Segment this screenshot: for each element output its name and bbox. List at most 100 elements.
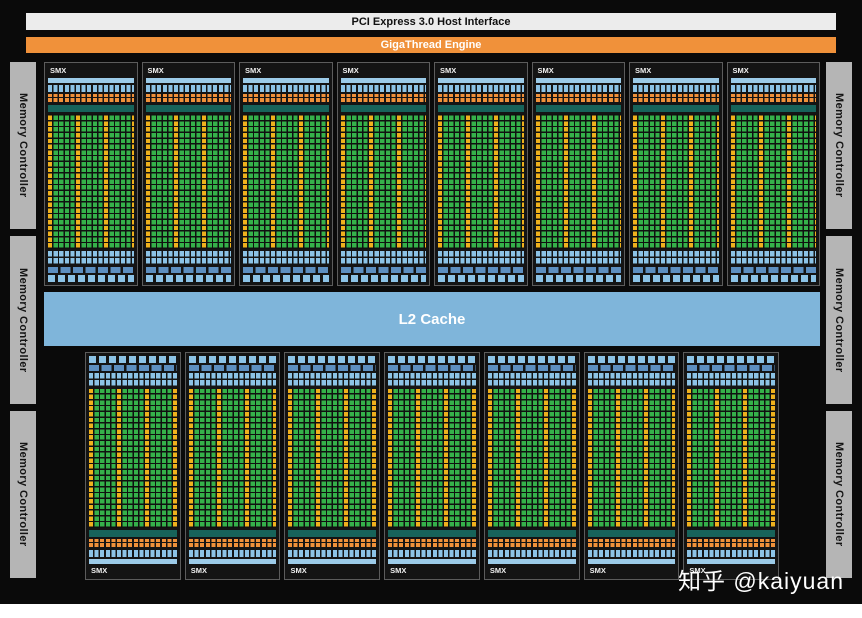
warp-scheduler-grid xyxy=(535,85,621,92)
smx-label: SMX xyxy=(589,566,606,575)
memory-controller: Memory Controller xyxy=(10,236,36,404)
warp-scheduler-grid xyxy=(89,550,177,557)
cuda-core-grid xyxy=(535,114,621,249)
cuda-core-grid xyxy=(633,114,719,249)
smx-block: SMX xyxy=(384,352,480,580)
memory-controller-label: Memory Controller xyxy=(17,93,29,198)
warp-scheduler-grid xyxy=(633,85,719,92)
register-file-bar xyxy=(89,530,177,537)
register-file-bar xyxy=(188,530,277,537)
register-file-bar xyxy=(687,530,776,537)
texture-unit-row xyxy=(89,356,177,363)
cuda-core-grid xyxy=(89,389,177,528)
shared-memory-grid xyxy=(730,251,816,265)
smx-block: SMX xyxy=(44,62,138,286)
warp-scheduler-grid xyxy=(388,550,476,557)
shared-memory-grid xyxy=(89,373,177,387)
shared-memory-grid xyxy=(48,251,134,265)
smx-block: SMX xyxy=(683,352,780,580)
texture-unit-row xyxy=(243,275,329,282)
smx-block: SMX xyxy=(141,62,235,286)
l2-cache: L2 Cache xyxy=(44,292,820,346)
smx-label: SMX xyxy=(190,566,207,575)
interconnect-bar xyxy=(89,365,177,371)
dispatch-unit-grid xyxy=(535,94,621,103)
cuda-core-grid xyxy=(487,389,576,528)
instruction-cache-bar xyxy=(487,559,576,564)
instruction-cache-bar xyxy=(388,559,476,564)
instruction-cache-bar xyxy=(687,559,776,564)
shared-memory-grid xyxy=(633,251,719,265)
memory-controller: Memory Controller xyxy=(10,62,36,230)
watermark-text: 知乎 @kaiyuan xyxy=(677,568,844,594)
smx-block: SMX xyxy=(284,352,381,580)
cuda-core-grid xyxy=(188,389,277,528)
texture-unit-row xyxy=(288,356,377,363)
memory-controller-label: Memory Controller xyxy=(833,442,845,547)
smx-block: SMX xyxy=(483,352,580,580)
texture-unit-row xyxy=(687,356,776,363)
smx-row-top: SMX SMX SMX SMX SMX SMX SMX SMX xyxy=(44,62,820,286)
smx-label: SMX xyxy=(440,66,457,75)
instruction-cache-bar xyxy=(89,559,177,564)
texture-unit-row xyxy=(587,356,676,363)
instruction-cache-bar xyxy=(438,78,524,83)
texture-unit-row xyxy=(188,356,277,363)
interconnect-bar xyxy=(487,365,576,371)
memory-controller: Memory Controller xyxy=(826,410,852,578)
instruction-cache-bar xyxy=(535,78,621,83)
shared-memory-grid xyxy=(340,251,426,265)
dispatch-unit-grid xyxy=(388,539,476,548)
smx-label: SMX xyxy=(489,566,507,575)
shared-memory-grid xyxy=(438,251,524,265)
smx-block: SMX xyxy=(85,352,181,580)
shared-memory-grid xyxy=(487,373,576,387)
gpu-block-diagram: PCI Express 3.0 Host Interface GigaThrea… xyxy=(0,0,862,604)
shared-memory-grid xyxy=(687,373,776,387)
memory-controller-label: Memory Controller xyxy=(17,267,29,373)
texture-unit-row xyxy=(48,275,134,282)
cuda-core-grid xyxy=(388,389,476,528)
texture-unit-row xyxy=(487,356,576,363)
interconnect-bar xyxy=(145,267,231,273)
interconnect-bar xyxy=(188,365,277,371)
smx-label: SMX xyxy=(537,66,554,75)
instruction-cache-bar xyxy=(188,559,277,564)
texture-unit-row xyxy=(535,275,621,282)
warp-scheduler-grid xyxy=(730,85,816,92)
smx-block: SMX xyxy=(434,62,528,286)
smx-label: SMX xyxy=(290,566,307,575)
memory-controller: Memory Controller xyxy=(826,62,852,230)
interconnect-bar xyxy=(388,365,476,371)
warp-scheduler-grid xyxy=(340,85,426,92)
register-file-bar xyxy=(730,105,816,112)
memory-controller: Memory Controller xyxy=(10,410,36,578)
cuda-core-grid xyxy=(587,389,676,528)
shared-memory-grid xyxy=(587,373,676,387)
dispatch-unit-grid xyxy=(145,94,231,103)
interconnect-bar xyxy=(730,267,816,273)
smx-block: SMX xyxy=(726,62,820,286)
register-file-bar xyxy=(48,105,134,112)
texture-unit-row xyxy=(730,275,816,282)
memory-controllers-left: Memory Controller Memory Controller Memory… xyxy=(10,62,36,578)
smx-block: SMX xyxy=(336,62,430,286)
smx-label: SMX xyxy=(732,66,749,75)
warp-scheduler-grid xyxy=(48,85,134,92)
dispatch-unit-grid xyxy=(730,94,816,103)
interconnect-bar xyxy=(48,267,134,273)
interconnect-bar xyxy=(340,267,426,273)
memory-controllers-right: Memory Controller Memory Controller Memory… xyxy=(826,62,852,578)
dispatch-unit-grid xyxy=(487,539,576,548)
smx-block: SMX xyxy=(184,352,281,580)
shared-memory-grid xyxy=(145,251,231,265)
smx-label: SMX xyxy=(342,66,359,75)
interconnect-bar xyxy=(687,365,776,371)
memory-controller: Memory Controller xyxy=(826,236,852,404)
warp-scheduler-grid xyxy=(438,85,524,92)
cuda-core-grid xyxy=(730,114,816,249)
interconnect-bar xyxy=(633,267,719,273)
interconnect-bar xyxy=(288,365,377,371)
interconnect-bar xyxy=(243,267,329,273)
memory-controller-label: Memory Controller xyxy=(17,442,29,547)
